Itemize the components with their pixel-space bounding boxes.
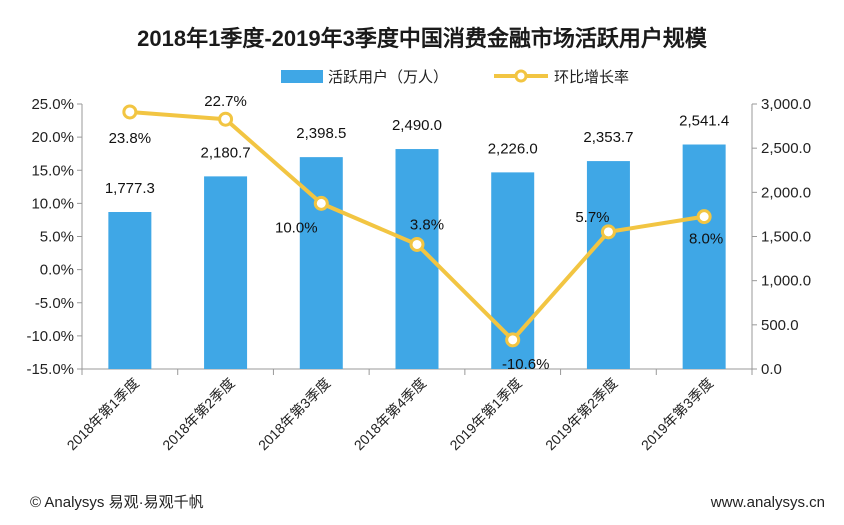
right-tick-label: 0.0 (761, 361, 782, 378)
bar (108, 212, 152, 369)
bar (586, 161, 630, 369)
x-tick-labels: 2018年第1季度 2018年第2季度 2018年第3季度 2018年第4季度 2019… (64, 375, 717, 453)
right-tick-label: 500.0 (761, 317, 799, 334)
legend-bar-label: 活跃用户（万人） (328, 69, 448, 86)
bar-value-label: 2,541.4 (679, 113, 729, 130)
legend-bar-swatch (281, 70, 323, 83)
left-tick-label: 5.0% (40, 229, 74, 246)
line-point (122, 104, 138, 120)
line-value-label: 3.8% (410, 216, 444, 233)
line-point (600, 224, 616, 240)
data-labels: 1,777.3 2,180.7 2,398.5 2,490.0 2,226.0 2,353… (105, 93, 729, 373)
right-tick-label: 3,000.0 (761, 96, 811, 113)
bar-value-label: 2,226.0 (488, 140, 538, 157)
right-tick-label: 1,500.0 (761, 229, 811, 246)
chart-title: 2018年1季度-2019年3季度中国消费金融市场活跃用户规模 (137, 26, 708, 51)
bar (204, 176, 248, 369)
x-tick-label: 2019年第2季度 (542, 375, 620, 453)
bar-value-label: 2,353.7 (583, 129, 633, 146)
line-point (696, 209, 712, 225)
legend-line-marker (514, 69, 528, 83)
line-series (122, 104, 712, 348)
footer-copyright: © Analysys 易观·易观千帆 (30, 494, 204, 511)
line-point (505, 332, 521, 348)
bar (682, 144, 726, 369)
bar-value-label: 2,398.5 (296, 125, 346, 142)
axes: 25.0% 20.0% 15.0% 10.0% 5.0% 0.0% -5.0% -10.0% -… (26, 96, 811, 378)
line-value-label: 8.0% (689, 231, 723, 248)
line-value-label: -10.6% (502, 356, 550, 373)
left-tick-label: 20.0% (31, 129, 74, 146)
line-point (409, 236, 425, 252)
x-tick-label: 2018年第2季度 (159, 375, 237, 453)
left-tick-label: 15.0% (31, 162, 74, 179)
footer-url: www.analysys.cn (710, 494, 825, 511)
bar-value-label: 2,180.7 (201, 144, 251, 161)
x-tick-label: 2018年第4季度 (351, 375, 429, 453)
bar-series (108, 144, 726, 369)
left-tick-label: 0.0% (40, 262, 74, 279)
bar-value-label: 1,777.3 (105, 180, 155, 197)
right-tick-label: 2,500.0 (761, 140, 811, 157)
x-tick-label: 2018年第3季度 (255, 375, 333, 453)
x-tick-label: 2019年第1季度 (446, 375, 524, 453)
line-point (218, 111, 234, 127)
x-tick-label: 2019年第3季度 (638, 375, 716, 453)
x-tick-label: 2018年第1季度 (64, 375, 142, 453)
legend-line-label: 环比增长率 (554, 69, 629, 86)
left-tick-label: -15.0% (26, 361, 74, 378)
left-tick-label: -5.0% (35, 295, 74, 312)
right-tick-label: 2,000.0 (761, 184, 811, 201)
left-tick-label: 25.0% (31, 96, 74, 113)
left-tick-label: 10.0% (31, 195, 74, 212)
bar-value-label: 2,490.0 (392, 117, 442, 134)
right-tick-label: 1,000.0 (761, 273, 811, 290)
line-value-label: 10.0% (275, 219, 318, 236)
line-point (313, 195, 329, 211)
left-tick-label: -10.0% (26, 328, 74, 345)
line-value-label: 5.7% (575, 209, 609, 226)
line-value-label: 22.7% (204, 93, 247, 110)
legend: 活跃用户（万人） 环比增长率 (281, 69, 629, 86)
line-value-label: 23.8% (109, 130, 152, 147)
